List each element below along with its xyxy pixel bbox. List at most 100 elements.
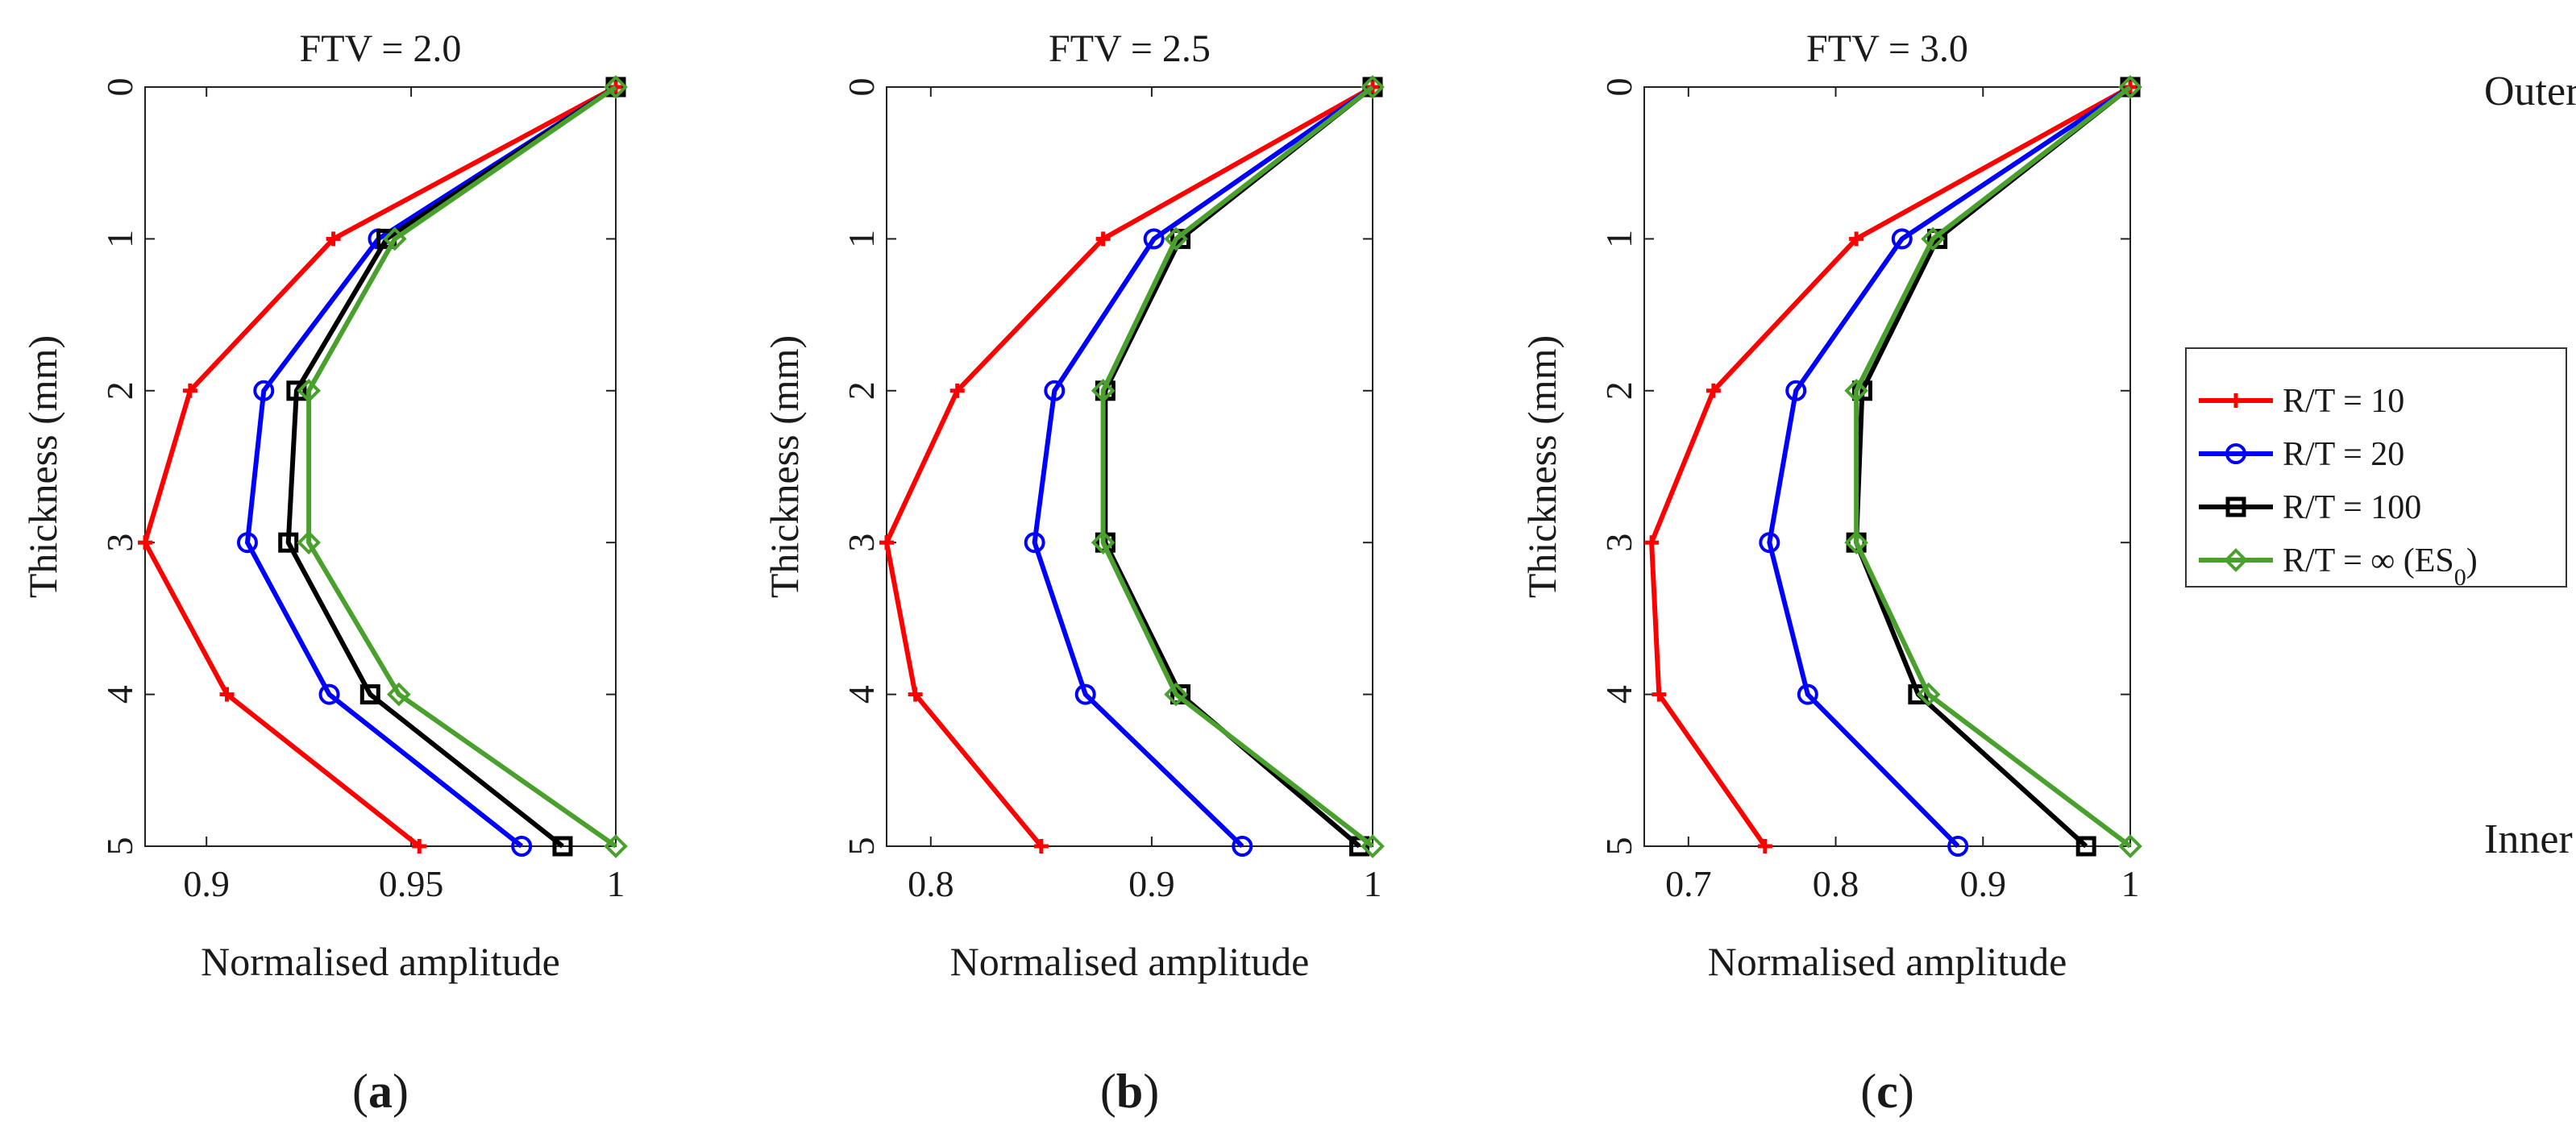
data-point [1091,378,1116,403]
plot-frame-b [886,86,1373,847]
y-tick-label-b: 2 [841,381,882,400]
legend-marker [2225,496,2246,517]
series-line [1767,85,2132,849]
y-tick-label-a: 0 [99,78,140,97]
data-point [1652,687,1667,702]
data-point [412,839,427,853]
data-point [1033,839,1049,853]
data-point [949,383,965,398]
data-point [604,834,628,858]
panel-title-a: FTV = 2.0 [300,27,462,70]
legend-box [2185,347,2567,588]
data-point [297,530,321,555]
plot-frame-a [144,86,617,847]
y-axis-label-a: Thickness (mm) [20,335,65,598]
series-line [306,85,617,849]
data-point [1921,226,1945,251]
y-tick-label-b: 4 [841,685,882,704]
data-point [182,383,197,398]
data-point [1164,226,1188,251]
x-tick-label-c: 0.8 [1813,863,1859,904]
x-tick-label-c: 0.9 [1960,863,2007,904]
data-point [1170,228,1191,249]
data-point [1844,530,1868,555]
inner-side-label: Inner side [2484,816,2576,862]
data-point [1361,75,1385,99]
outer-side-label: Outer side [2484,69,2576,114]
data-point [1759,532,1780,554]
data-point [879,535,894,550]
y-tick-label-c: 0 [1598,78,1639,97]
data-point [2075,836,2096,857]
subfigure-label-c: (c) [1860,1065,1914,1118]
panel-c: FTV = 3.0 0.7 0.8 0.9 1 0 1 2 3 4 5 Normalised ampl… [1519,27,2142,1118]
data-point [908,687,923,702]
y-tick-label-b: 5 [841,837,882,856]
series-line [1854,85,2132,849]
legend-entry-1: R/T = 10 [2199,383,2404,420]
data-point [1916,682,1941,707]
data-point [387,682,411,707]
subfigure-label-a: (a) [352,1065,409,1118]
data-point [2118,75,2142,99]
series-c-r-t-es0 [1844,75,2142,858]
data-point [236,532,258,554]
series-line [245,85,617,849]
y-tick-label-a: 5 [99,837,140,856]
data-point [1232,836,1253,857]
legend-label: R/T = 20 [2283,436,2404,473]
y-tick-label-b: 1 [841,230,882,248]
data-point [253,380,275,401]
x-tick-label-b: 1 [1364,863,1382,904]
x-tick-label-a: 0.95 [379,863,444,904]
series-line [1649,85,2132,848]
series-a-r-t-es0 [297,75,628,858]
y-axis-label-b: Thickness (mm) [762,335,807,598]
data-point [318,683,340,705]
series-line [1103,85,1374,849]
legend-marker [2229,393,2243,408]
series-b-r-t-20 [1024,77,1383,857]
legend-label: R/T = 10 [2283,383,2404,420]
y-tick-label-c: 4 [1598,685,1639,704]
data-point [326,231,341,247]
data-point [1074,683,1096,705]
data-point [1797,683,1818,705]
data-point [382,226,407,251]
data-point [1095,231,1111,247]
series-line [884,85,1374,848]
data-point [286,380,307,401]
y-tick-label-b: 0 [841,78,882,97]
series-line [143,85,617,849]
data-point [1849,231,1864,247]
data-point [1644,535,1660,550]
panel-title-b: FTV = 2.5 [1049,27,1211,70]
x-axis-label-b: Normalised amplitude [950,939,1310,984]
y-tick-label-c: 5 [1598,837,1639,856]
data-point [278,532,299,553]
data-point [297,378,321,403]
data-point [219,687,235,702]
x-tick-label-b: 0.8 [908,863,954,904]
data-point [1143,228,1165,250]
data-point [1785,380,1807,401]
series-c-r-t-10 [1644,80,2138,853]
legend-label: R/T = 100 [2283,489,2421,526]
data-point [1706,383,1721,398]
x-tick-label-a: 1 [607,863,625,904]
legend: R/T = 10 R/T = 20 R/T = 100 R/T = ∞ (ES0) [2185,347,2567,591]
x-tick-label-a: 0.9 [183,863,230,904]
x-tick-label-b: 0.9 [1128,863,1175,904]
y-tick-label-c: 3 [1598,534,1639,552]
data-point [1164,682,1188,707]
data-point [359,684,380,705]
data-point [552,836,573,857]
series-line [285,85,617,849]
series-b-r-t-es0 [1091,75,1385,858]
plot-frame-c [1643,86,2131,847]
panel-title-c: FTV = 3.0 [1806,27,1968,70]
y-axis-label-c: Thickness (mm) [1519,335,1564,598]
data-point [1361,834,1385,858]
x-tick-label-c: 1 [2121,863,2140,904]
